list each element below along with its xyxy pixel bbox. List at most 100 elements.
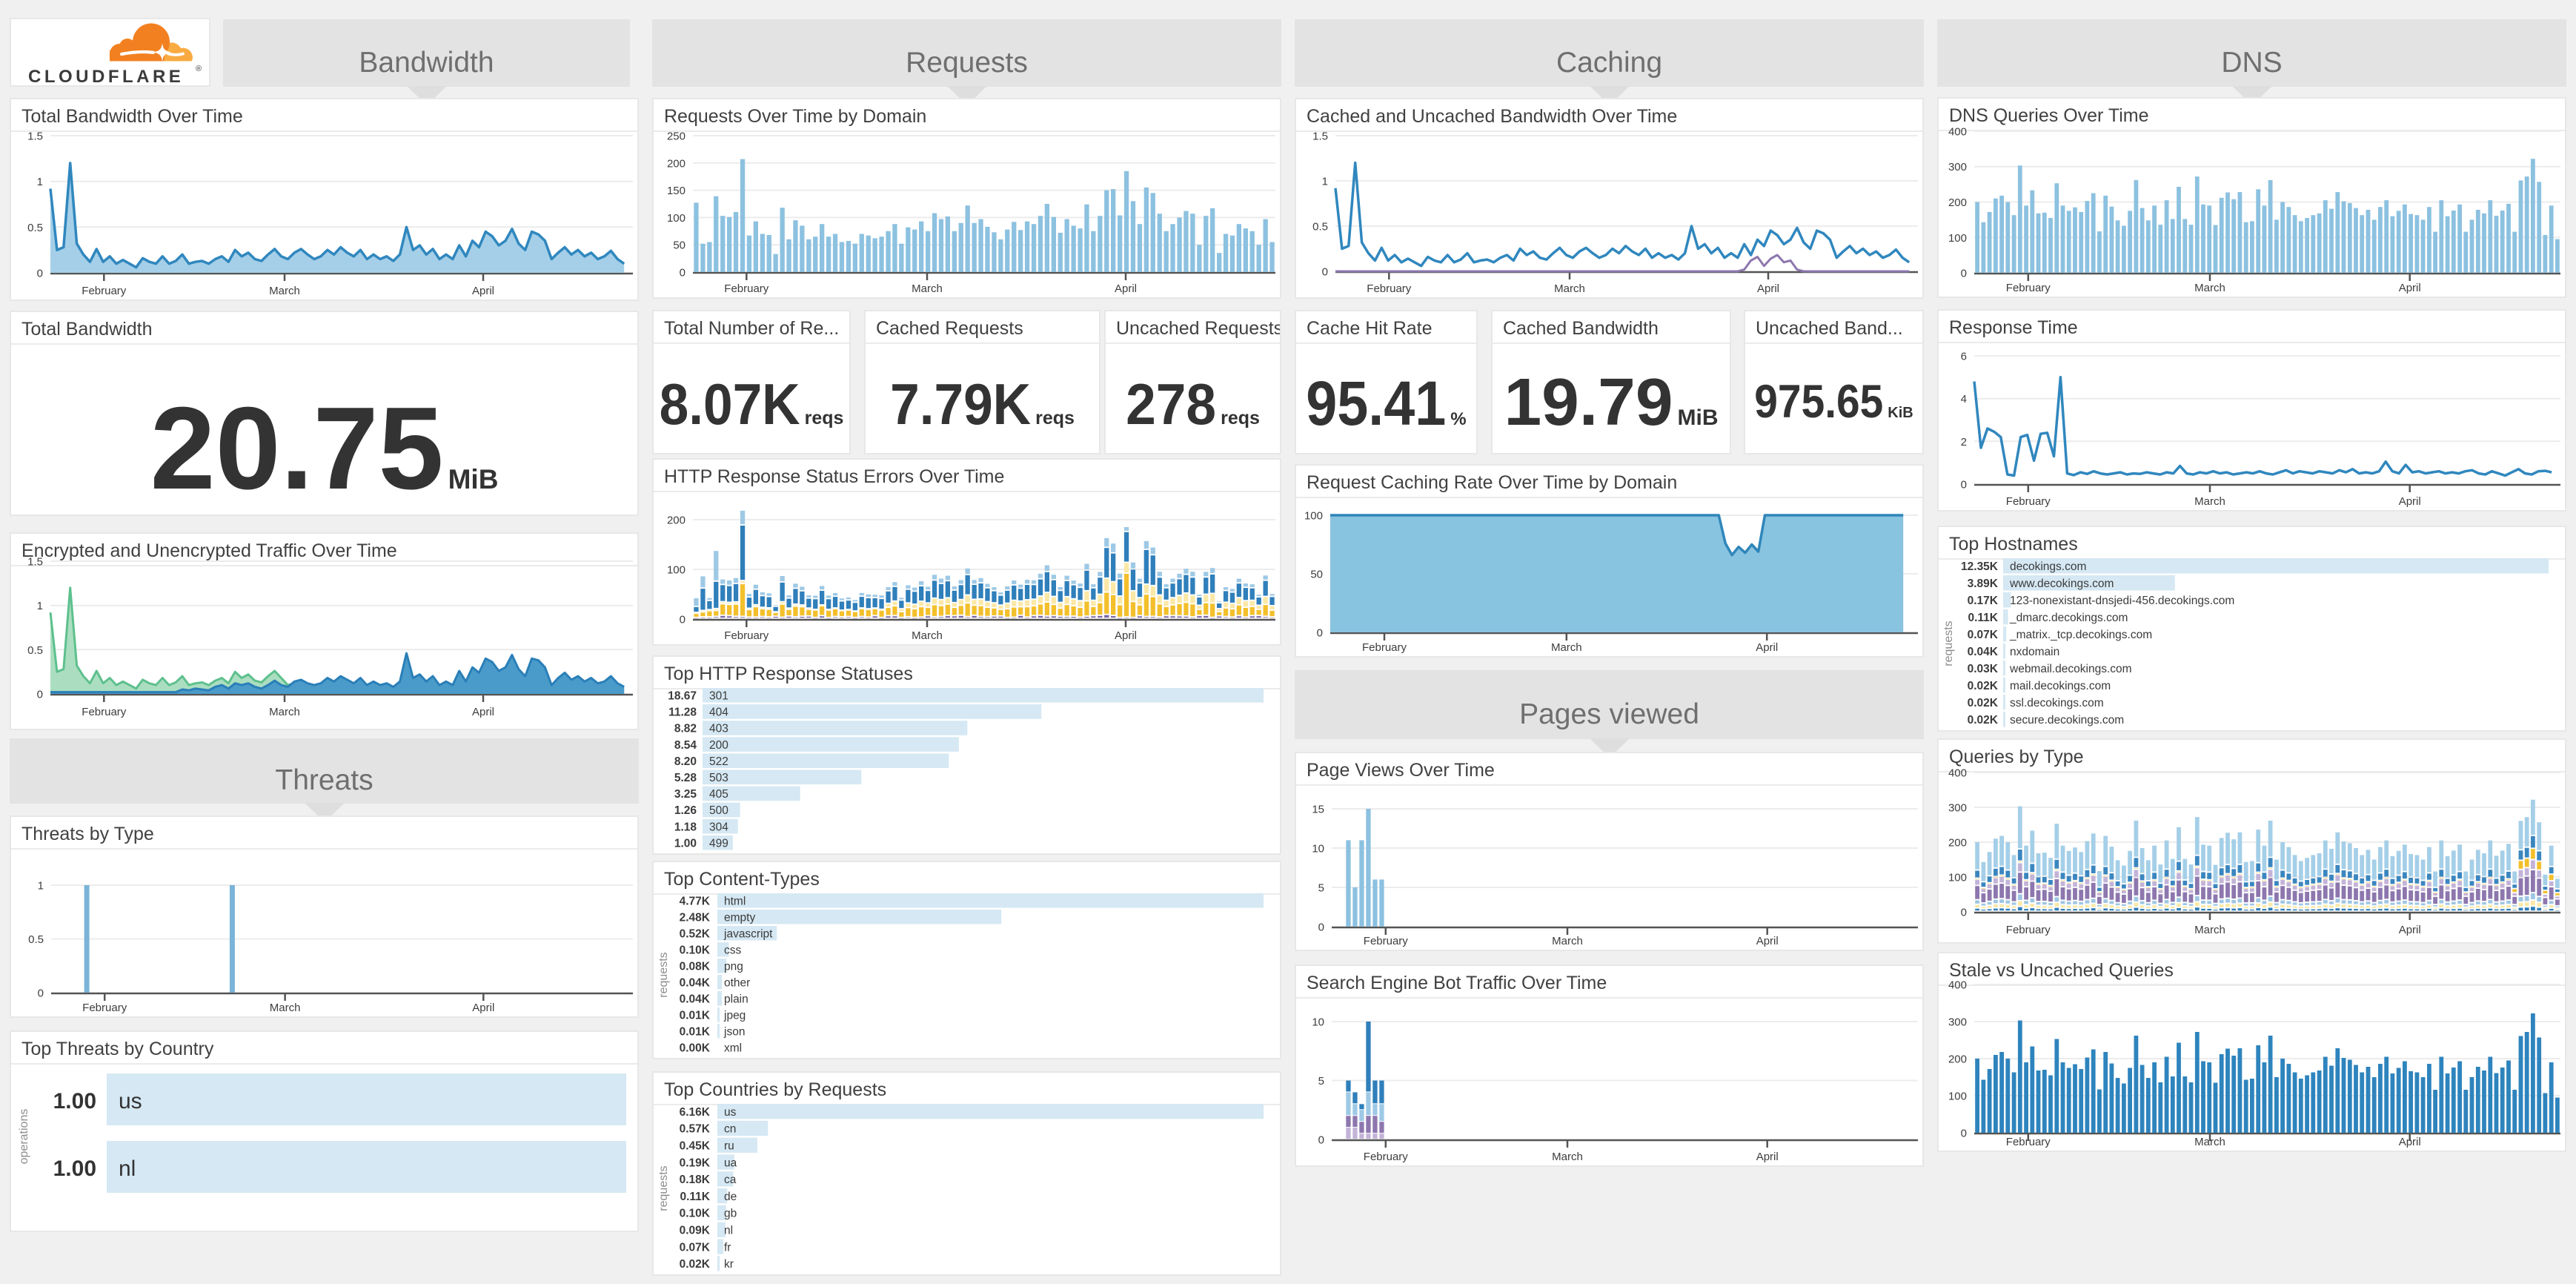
svg-text:reqs: reqs [805, 408, 844, 428]
svg-text:1.5: 1.5 [1312, 130, 1328, 143]
svg-text:8.82: 8.82 [674, 723, 697, 735]
svg-text:MiB: MiB [1678, 406, 1719, 430]
svg-text:10: 10 [1312, 1016, 1324, 1029]
svg-text:1.5: 1.5 [27, 130, 43, 143]
svg-text:50: 50 [673, 239, 686, 252]
svg-text:1: 1 [1322, 176, 1328, 188]
svg-text:4: 4 [1961, 393, 1967, 406]
svg-text:0.08K: 0.08K [680, 961, 711, 973]
svg-text:webmail.decokings.com: webmail.decokings.com [2009, 663, 2132, 675]
svg-text:fr: fr [724, 1241, 731, 1254]
svg-text:1.18: 1.18 [674, 821, 697, 833]
svg-text:March: March [2194, 495, 2225, 508]
svg-text:200: 200 [667, 514, 686, 527]
svg-text:us: us [119, 1089, 142, 1113]
svg-text:0: 0 [1961, 268, 1967, 280]
svg-text:500: 500 [709, 804, 728, 817]
svg-text:100: 100 [1948, 872, 1967, 884]
svg-text:150: 150 [667, 185, 686, 197]
svg-text:11.28: 11.28 [668, 706, 697, 719]
svg-text:decokings.com: decokings.com [2010, 560, 2086, 573]
svg-text:February: February [724, 629, 769, 642]
svg-text:0.11K: 0.11K [1968, 612, 1998, 624]
svg-text:4.77K: 4.77K [680, 896, 711, 908]
svg-text:0: 0 [1961, 479, 1967, 492]
svg-text:0.11K: 0.11K [680, 1191, 710, 1203]
svg-text:300: 300 [1948, 802, 1967, 815]
svg-text:xml: xml [724, 1042, 742, 1055]
svg-text:%: % [1450, 409, 1466, 429]
svg-text:ua: ua [724, 1156, 737, 1169]
svg-text:ca: ca [724, 1174, 737, 1186]
svg-text:10: 10 [1312, 843, 1324, 856]
svg-text:0.09K: 0.09K [680, 1225, 711, 1237]
svg-text:50: 50 [1310, 569, 1323, 581]
svg-text:0.02K: 0.02K [1968, 697, 1999, 709]
svg-text:html: html [724, 896, 746, 908]
svg-text:April: April [472, 285, 494, 297]
svg-text:1.00: 1.00 [53, 1156, 96, 1181]
svg-text:8.20: 8.20 [674, 755, 697, 768]
svg-text:secure.decokings.com: secure.decokings.com [2010, 714, 2124, 727]
svg-text:0.5: 0.5 [1312, 221, 1328, 234]
svg-text:MiB: MiB [448, 464, 499, 494]
svg-text:February: February [1367, 282, 1412, 295]
svg-text:400: 400 [1948, 767, 1967, 780]
svg-text:0.5: 0.5 [27, 222, 43, 234]
svg-text:1: 1 [38, 880, 44, 893]
svg-text:20.75: 20.75 [150, 383, 444, 514]
svg-text:April: April [472, 706, 494, 718]
svg-text:2: 2 [1961, 436, 1967, 449]
svg-text:0: 0 [1318, 921, 1324, 934]
svg-text:reqs: reqs [1035, 408, 1075, 428]
svg-text:100: 100 [1948, 232, 1967, 245]
svg-text:400: 400 [1948, 126, 1967, 139]
svg-text:0.52K: 0.52K [680, 928, 711, 941]
svg-text:0: 0 [1322, 266, 1328, 279]
svg-text:404: 404 [709, 706, 728, 719]
svg-text:8.07K: 8.07K [660, 371, 800, 437]
svg-text:March: March [1552, 935, 1583, 947]
svg-text:February: February [82, 1002, 127, 1014]
svg-text:100: 100 [1948, 1091, 1967, 1103]
svg-text:0.45K: 0.45K [680, 1140, 711, 1153]
svg-text:100: 100 [667, 564, 686, 577]
svg-text:February: February [2006, 282, 2051, 294]
svg-text:April: April [1756, 641, 1778, 654]
svg-text:April: April [2399, 924, 2421, 936]
svg-text:png: png [724, 961, 743, 973]
svg-text:March: March [270, 1002, 301, 1014]
svg-text:5: 5 [1318, 1075, 1324, 1088]
svg-text:15: 15 [1312, 804, 1324, 816]
svg-text:0: 0 [1318, 1134, 1324, 1147]
svg-text:February: February [2006, 495, 2051, 508]
svg-text:requests: requests [657, 1165, 670, 1211]
svg-text:April: April [2399, 1136, 2421, 1148]
svg-text:300: 300 [1948, 161, 1967, 173]
svg-text:April: April [2399, 495, 2421, 508]
svg-text:0.10K: 0.10K [680, 1208, 711, 1220]
svg-text:March: March [912, 629, 943, 642]
svg-text:403: 403 [709, 723, 728, 735]
svg-text:1: 1 [37, 176, 43, 188]
svg-text:requests: requests [657, 952, 670, 997]
svg-text:nxdomain: nxdomain [2010, 646, 2059, 658]
svg-text:javascript: javascript [723, 928, 773, 941]
svg-text:0: 0 [1961, 907, 1967, 919]
svg-text:0.01K: 0.01K [680, 1026, 711, 1039]
svg-text:499: 499 [709, 837, 728, 850]
svg-text:19.79: 19.79 [1504, 365, 1673, 440]
svg-text:2.48K: 2.48K [680, 912, 711, 924]
svg-text:April: April [1757, 282, 1779, 295]
svg-text:1: 1 [37, 600, 43, 612]
svg-text:7.79K: 7.79K [890, 371, 1031, 437]
svg-text:April: April [1756, 935, 1779, 947]
svg-text:cn: cn [724, 1123, 736, 1136]
svg-text:0.07K: 0.07K [680, 1241, 711, 1254]
svg-text:301: 301 [709, 690, 728, 703]
svg-text:0: 0 [37, 689, 43, 701]
svg-text:1.00: 1.00 [674, 837, 697, 850]
svg-text:February: February [82, 285, 127, 297]
svg-text:250: 250 [667, 130, 686, 143]
svg-text:February: February [1364, 1151, 1409, 1163]
